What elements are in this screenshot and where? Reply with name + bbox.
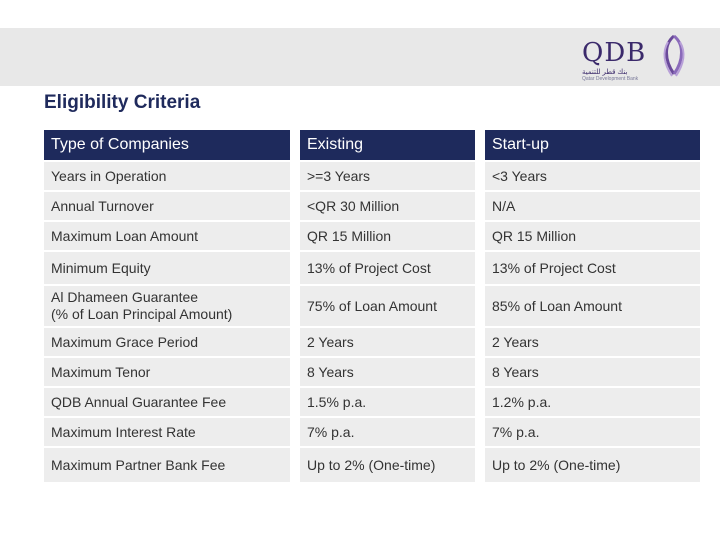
existing-value: 1.5% p.a. (300, 388, 475, 416)
startup-value: 7% p.a. (485, 418, 700, 446)
existing-value: Up to 2% (One-time) (300, 448, 475, 482)
row-label: Minimum Equity (44, 252, 290, 284)
row-label: Annual Turnover (44, 192, 290, 220)
table-row: Maximum Partner Bank Fee Up to 2% (One-t… (44, 448, 700, 482)
existing-value: <QR 30 Million (300, 192, 475, 220)
existing-value: 2 Years (300, 328, 475, 356)
eligibility-table: Type of Companies Existing Start-up Year… (44, 130, 700, 484)
existing-value: QR 15 Million (300, 222, 475, 250)
header-type: Type of Companies (44, 130, 290, 160)
header-bar: QDB بنك قطر للتنمية Qatar Development Ba… (0, 28, 720, 86)
row-label: Al Dhameen Guarantee (% of Loan Principa… (44, 286, 290, 326)
startup-value: <3 Years (485, 162, 700, 190)
startup-value: 13% of Project Cost (485, 252, 700, 284)
row-label: Years in Operation (44, 162, 290, 190)
header-existing: Existing (300, 130, 475, 160)
row-label: Maximum Interest Rate (44, 418, 290, 446)
row-label-main: Al Dhameen Guarantee (51, 289, 199, 305)
row-label-sub: (% of Loan Principal Amount) (51, 306, 233, 322)
table-row: Maximum Loan Amount QR 15 Million QR 15 … (44, 222, 700, 250)
row-label: Maximum Tenor (44, 358, 290, 386)
qdb-emblem-icon (663, 34, 685, 77)
startup-value: Up to 2% (One-time) (485, 448, 700, 482)
row-label: QDB Annual Guarantee Fee (44, 388, 290, 416)
table-row: Years in Operation >=3 Years <3 Years (44, 162, 700, 190)
existing-value: 8 Years (300, 358, 475, 386)
startup-value: N/A (485, 192, 700, 220)
table-header-row: Type of Companies Existing Start-up (44, 130, 700, 160)
header-startup: Start-up (485, 130, 700, 160)
existing-value: >=3 Years (300, 162, 475, 190)
existing-value: 75% of Loan Amount (300, 286, 475, 326)
table-row: QDB Annual Guarantee Fee 1.5% p.a. 1.2% … (44, 388, 700, 416)
table-row: Minimum Equity 13% of Project Cost 13% o… (44, 252, 700, 284)
startup-value: QR 15 Million (485, 222, 700, 250)
page-title: Eligibility Criteria (44, 92, 201, 113)
logo-english: Qatar Development Bank (582, 76, 639, 82)
row-label: Maximum Partner Bank Fee (44, 448, 290, 482)
startup-value: 85% of Loan Amount (485, 286, 700, 326)
row-label: Maximum Grace Period (44, 328, 290, 356)
table-row: Maximum Interest Rate 7% p.a. 7% p.a. (44, 418, 700, 446)
startup-value: 2 Years (485, 328, 700, 356)
startup-value: 8 Years (485, 358, 700, 386)
table-row: Annual Turnover <QR 30 Million N/A (44, 192, 700, 220)
startup-value: 1.2% p.a. (485, 388, 700, 416)
logo-text: QDB (582, 38, 647, 68)
row-label: Maximum Loan Amount (44, 222, 290, 250)
logo-arabic: بنك قطر للتنمية (582, 69, 628, 76)
existing-value: 7% p.a. (300, 418, 475, 446)
table-row: Al Dhameen Guarantee (% of Loan Principa… (44, 286, 700, 326)
existing-value: 13% of Project Cost (300, 252, 475, 284)
qdb-logo: QDB بنك قطر للتنمية Qatar Development Ba… (582, 34, 692, 82)
table-row: Maximum Grace Period 2 Years 2 Years (44, 328, 700, 356)
table-row: Maximum Tenor 8 Years 8 Years (44, 358, 700, 386)
